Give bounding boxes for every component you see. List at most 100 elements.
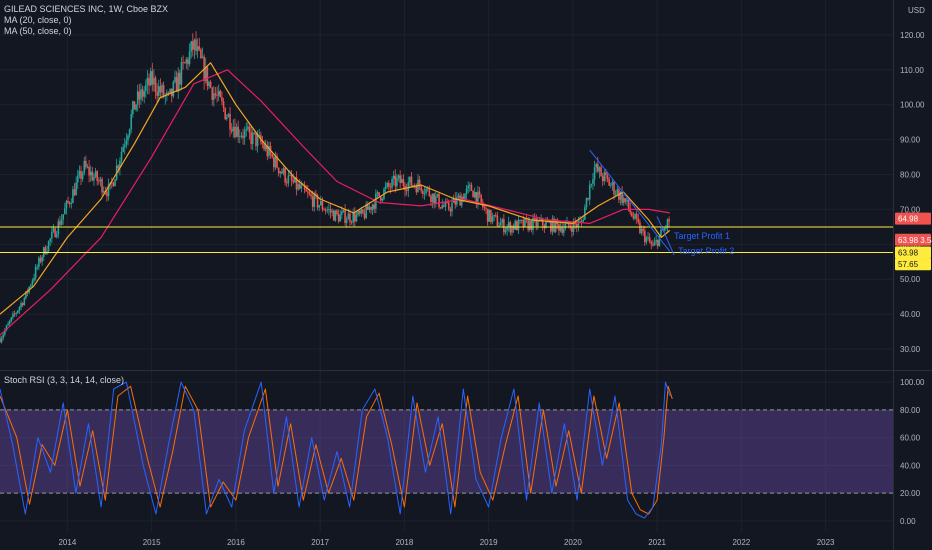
candle-body [626,199,628,202]
symbol-title[interactable]: GILEAD SCIENCES INC, 1W, Cboe BZX [4,4,169,14]
candle-body [17,310,19,313]
candle-body [668,219,670,222]
candle-body [101,179,103,193]
candle-body [423,193,426,194]
candle-body [352,212,354,223]
candle-body [110,182,113,184]
price-badge-3 [895,246,931,259]
candle-body [127,135,129,141]
currency-label[interactable]: USD [908,6,925,15]
candle-body [120,151,123,161]
candle-body [606,174,609,179]
time-tick-label: 2014 [58,538,76,547]
candle-body [187,59,189,65]
candle-body [469,184,471,186]
candle-body [146,77,149,86]
candle-body [373,204,376,209]
candle-body [15,312,18,314]
candle-body [477,191,479,204]
target-profit-2-label: Target Profit 2 [678,246,734,256]
candle-body [201,56,204,58]
candle-body [336,210,338,215]
candle-body [250,132,252,144]
candle-body [473,192,476,198]
target-profit-1-label: Target Profit 1 [674,231,730,241]
candle-body [358,210,361,214]
candle-body [494,214,497,216]
candle-body [38,257,40,267]
candle-body [285,182,288,184]
ma50-legend[interactable]: MA (50, close, 0) [4,26,72,36]
candle-body [190,41,192,52]
candle-body [527,219,529,230]
candle-body [456,197,458,205]
candle-body [175,77,178,92]
candle-body [368,206,371,210]
candle-body [344,209,346,223]
candle-body [653,241,656,246]
candle-body [650,242,653,245]
candle-body [295,177,298,190]
candle-body [0,337,3,343]
candle-body [211,87,214,100]
candle-body [637,218,640,223]
ma20-legend[interactable]: MA (20, close, 0) [4,15,72,25]
candle-body [388,182,390,187]
candle-body [564,223,567,229]
candle-body [232,126,235,132]
candle-body [315,193,317,196]
candle-body [597,163,599,172]
candle-body [172,81,175,97]
candle-body [605,172,607,175]
candle-body [42,247,45,257]
candle-body [68,202,71,204]
candle-body [384,186,387,190]
candle-body [554,219,557,232]
candle-body [394,175,397,187]
price-tick-label: 70.00 [900,205,921,214]
candle-body [106,192,108,197]
candle-body [658,235,661,246]
candle-body [196,46,199,51]
candle-body [391,179,393,188]
candle-body [99,179,102,182]
candle-body [362,209,364,214]
candle-body [409,176,411,183]
candle-body [647,237,649,238]
candle-body [551,218,554,232]
candle-body [319,201,322,206]
candle-body [446,202,448,204]
candle-body [204,66,207,81]
candle-body [629,208,632,213]
candle-body [75,182,77,196]
candle-body [501,219,504,223]
candle-body [392,175,395,180]
candle-body [5,325,8,331]
candle-body [206,66,209,86]
price-badge-label-2: 63.98 3.58 [898,236,932,245]
candle-body [535,218,538,227]
candle-body [209,81,212,88]
candle-body [619,191,622,200]
stoch-tick-label: 100.00 [900,378,925,387]
candle-body [217,90,220,96]
candle-body [133,101,136,110]
candle-body [443,205,445,207]
candle-body [44,247,47,254]
candle-body [616,189,619,195]
candle-body [503,219,505,233]
candle-body [608,178,610,186]
candle-body [504,230,507,233]
price-tick-label: 110.00 [900,66,924,75]
candle-body [138,91,141,100]
candle-body [224,107,226,120]
trendline [589,149,671,252]
candle-body [644,230,646,243]
stoch-rsi-title[interactable]: Stoch RSI (3, 3, 14, 14, close) [4,375,125,385]
candle-body [0,338,1,343]
candle-body [72,189,74,204]
candle-body [600,167,602,177]
candle-body [516,221,518,231]
pane-divider[interactable] [0,370,932,371]
